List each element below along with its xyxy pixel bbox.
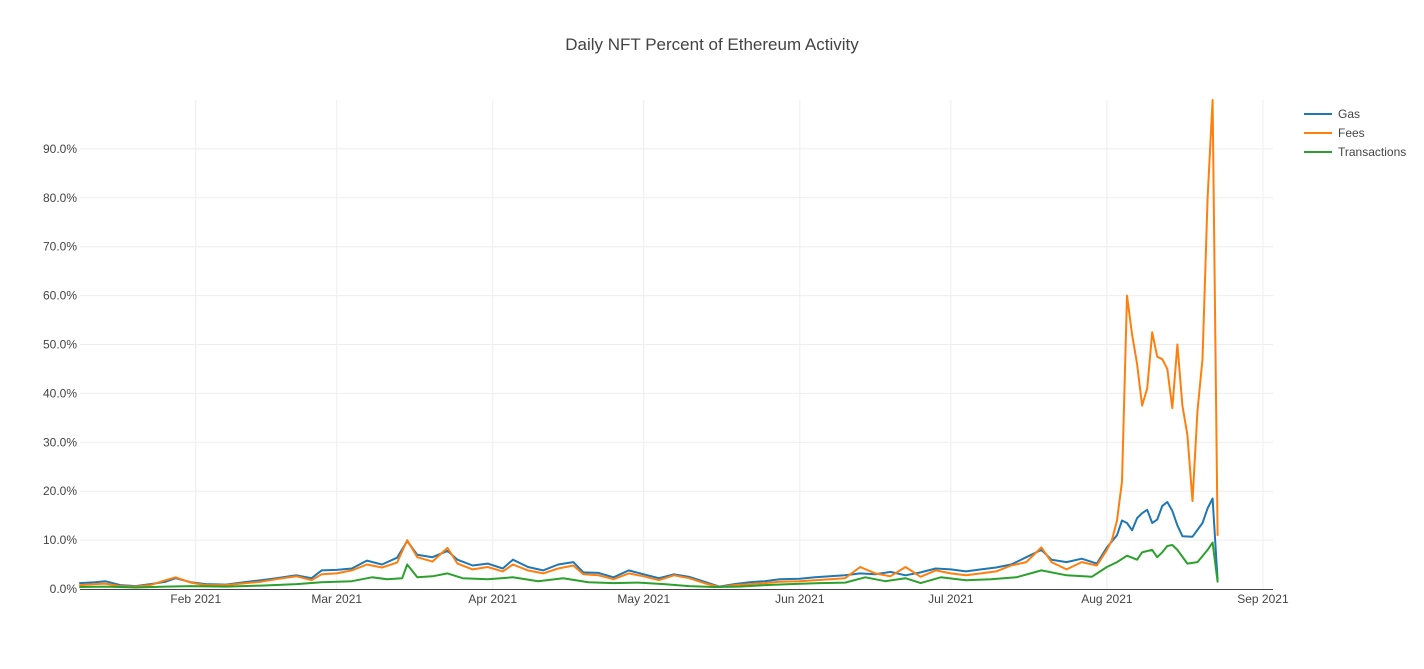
y-tick-label: 0.0% — [50, 582, 78, 596]
x-tick-label: Feb 2021 — [170, 592, 221, 606]
y-tick-label: 50.0% — [43, 338, 77, 352]
x-tick-label: Aug 2021 — [1081, 592, 1133, 606]
y-tick-label: 80.0% — [43, 191, 77, 205]
chart-title: Daily NFT Percent of Ethereum Activity — [565, 35, 859, 54]
legend[interactable]: Gas Fees Transactions — [1304, 107, 1406, 159]
x-tick-label: Mar 2021 — [311, 592, 362, 606]
legend-label: Gas — [1338, 107, 1360, 121]
x-tick-label: Sep 2021 — [1237, 592, 1289, 606]
legend-item-gas[interactable]: Gas — [1304, 107, 1360, 121]
series-line-fees — [79, 99, 1219, 588]
series-line-gas — [79, 497, 1219, 588]
legend-label: Fees — [1338, 126, 1365, 140]
y-tick-label: 60.0% — [43, 289, 77, 303]
legend-item-transactions[interactable]: Transactions — [1304, 145, 1406, 159]
axes: 0.0% 10.0% 20.0% 30.0% 40.0% 50.0% 60.0% 70.0% 8… — [43, 142, 1289, 606]
x-tick-label: Jun 2021 — [775, 592, 825, 606]
series-line-transactions — [79, 541, 1219, 589]
y-tick-label: 20.0% — [43, 484, 77, 498]
x-tick-label: May 2021 — [617, 592, 670, 606]
grid — [80, 100, 1273, 589]
y-tick-label: 70.0% — [43, 240, 77, 254]
series-group — [79, 99, 1219, 589]
x-tick-label: Jul 2021 — [928, 592, 974, 606]
x-tick-label: Apr 2021 — [468, 592, 517, 606]
y-tick-label: 10.0% — [43, 533, 77, 547]
y-tick-label: 30.0% — [43, 435, 77, 449]
y-tick-label: 40.0% — [43, 386, 77, 400]
y-tick-label: 90.0% — [43, 142, 77, 156]
legend-item-fees[interactable]: Fees — [1304, 126, 1365, 140]
legend-label: Transactions — [1338, 145, 1406, 159]
